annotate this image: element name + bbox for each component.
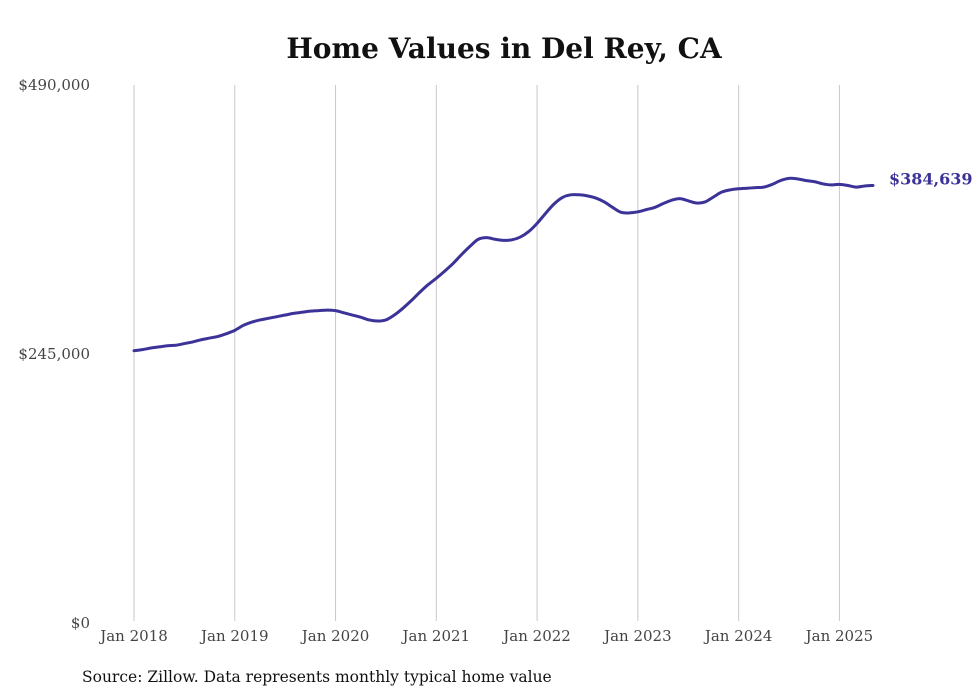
- source-note: Source: Zillow. Data represents monthly …: [82, 668, 552, 686]
- x-tick-label: Jan 2019: [199, 627, 269, 645]
- gridlines: [133, 85, 840, 621]
- chart-title: Home Values in Del Rey, CA: [286, 32, 723, 65]
- x-tick-label: Jan 2020: [300, 627, 370, 645]
- x-tick-label: Jan 2025: [804, 627, 874, 645]
- end-value-label: $384,639: [889, 169, 973, 188]
- x-axis-ticks: Jan 2018 Jan 2019 Jan 2020 Jan 2021 Jan 2022…: [98, 627, 873, 645]
- y-axis-ticks: $0 $245,000 $490,000: [18, 76, 90, 632]
- series-layer: $384,639: [132, 169, 973, 353]
- x-tick-label: Jan 2024: [703, 627, 773, 645]
- y-tick-label: $0: [71, 614, 90, 632]
- x-tick-label: Jan 2023: [602, 627, 672, 645]
- series-line: [132, 176, 875, 353]
- y-tick-label: $490,000: [18, 76, 90, 94]
- x-tick-label: Jan 2022: [501, 627, 571, 645]
- y-tick-label: $245,000: [18, 345, 90, 363]
- x-tick-label: Jan 2018: [98, 627, 168, 645]
- x-tick-label: Jan 2021: [401, 627, 471, 645]
